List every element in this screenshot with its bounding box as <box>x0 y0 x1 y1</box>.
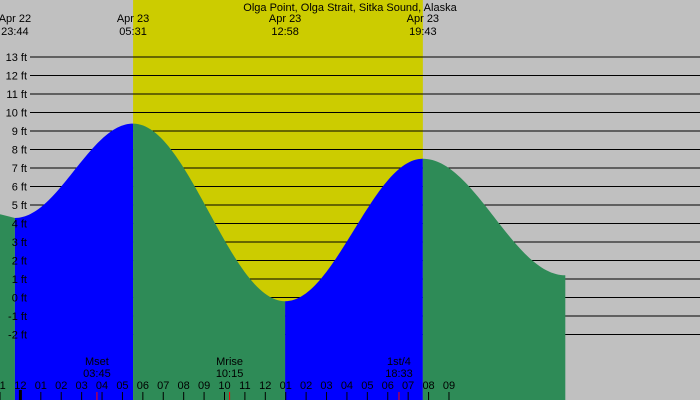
y-tick-label: 8 ft <box>12 145 27 157</box>
falling-tide-area <box>0 214 15 400</box>
x-tick-label: 11 <box>0 380 6 392</box>
x-tick-label: 10 <box>218 380 230 392</box>
x-tick-label: 08 <box>178 380 190 392</box>
x-tick-label: 12 <box>259 380 271 392</box>
y-tick-label: 12 ft <box>6 71 27 83</box>
tide-event-time: 19:43 <box>409 26 437 38</box>
tide-event-date: Apr 22 <box>0 13 31 25</box>
tide-event-time: 12:58 <box>271 26 299 38</box>
falling-tide-area <box>422 158 566 400</box>
y-tick-label: 5 ft <box>12 200 27 212</box>
y-tick-label: 11 ft <box>6 89 27 101</box>
x-tick-label: 07 <box>402 380 414 392</box>
x-tick-label: 04 <box>96 380 108 392</box>
x-tick-label: 08 <box>422 380 434 392</box>
y-tick-label: 13 ft <box>6 52 27 64</box>
falling-tide-area <box>133 123 286 400</box>
tide-event-date: Apr 23 <box>407 13 439 25</box>
x-tick-label: 02 <box>300 380 312 392</box>
y-tick-label: 10 ft <box>6 108 27 120</box>
chart-title: Olga Point, Olga Strait, Sitka Sound, Al… <box>243 2 457 14</box>
tide-fills <box>0 123 566 400</box>
x-tick-label: 03 <box>76 380 88 392</box>
y-tick-label: 3 ft <box>12 237 27 249</box>
x-tick-label: 01 <box>280 380 292 392</box>
astro-event-label: Mset <box>85 356 109 368</box>
x-tick-label: 01 <box>35 380 47 392</box>
x-axis-ticks: 11 12 01 02 03 04 05 06 07 08 09 10 11 12 01 02 03 04 05 06… <box>0 380 455 400</box>
tide-event-date: Apr 23 <box>269 13 301 25</box>
tide-event-time: 23:44 <box>1 26 29 38</box>
tide-event-date: Apr 23 <box>117 13 149 25</box>
rising-tide-area <box>14 123 134 400</box>
x-tick-label: 02 <box>55 380 67 392</box>
x-tick-label: 06 <box>137 380 149 392</box>
x-tick-label: 09 <box>443 380 455 392</box>
y-tick-label: 6 ft <box>12 182 27 194</box>
y-tick-label: 4 ft <box>12 219 27 231</box>
y-tick-label: 7 ft <box>12 163 27 175</box>
y-tick-label: 9 ft <box>12 126 27 138</box>
y-tick-label: 0 ft <box>12 293 27 305</box>
astro-event-label: 1st/4 <box>387 356 411 368</box>
astro-event-time: 03:45 <box>83 368 111 380</box>
x-tick-label: 04 <box>341 380 353 392</box>
x-tick-label: 05 <box>116 380 128 392</box>
x-tick-label: 12 <box>14 380 26 392</box>
y-tick-label: -2 ft <box>8 330 27 342</box>
y-tick-label: 1 ft <box>12 274 27 286</box>
x-tick-label: 03 <box>320 380 332 392</box>
astro-event-time: 10:15 <box>216 368 244 380</box>
x-tick-label: 09 <box>198 380 210 392</box>
y-axis-ticks: -2 ft -1 ft 0 ft 1 ft 2 ft 3 ft 4 ft 5 ft 6 ft 7 … <box>6 52 27 342</box>
astro-event-label: Mrise <box>216 356 243 368</box>
astro-event-time: 18:33 <box>385 368 413 380</box>
x-tick-label: 07 <box>157 380 169 392</box>
x-tick-label: 06 <box>382 380 394 392</box>
y-tick-label: 2 ft <box>12 256 27 268</box>
y-tick-label: -1 ft <box>8 311 27 323</box>
x-tick-label: 05 <box>361 380 373 392</box>
tide-event-time: 05:31 <box>119 26 147 38</box>
x-tick-label: 11 <box>239 380 250 392</box>
rising-tide-area <box>285 158 423 400</box>
